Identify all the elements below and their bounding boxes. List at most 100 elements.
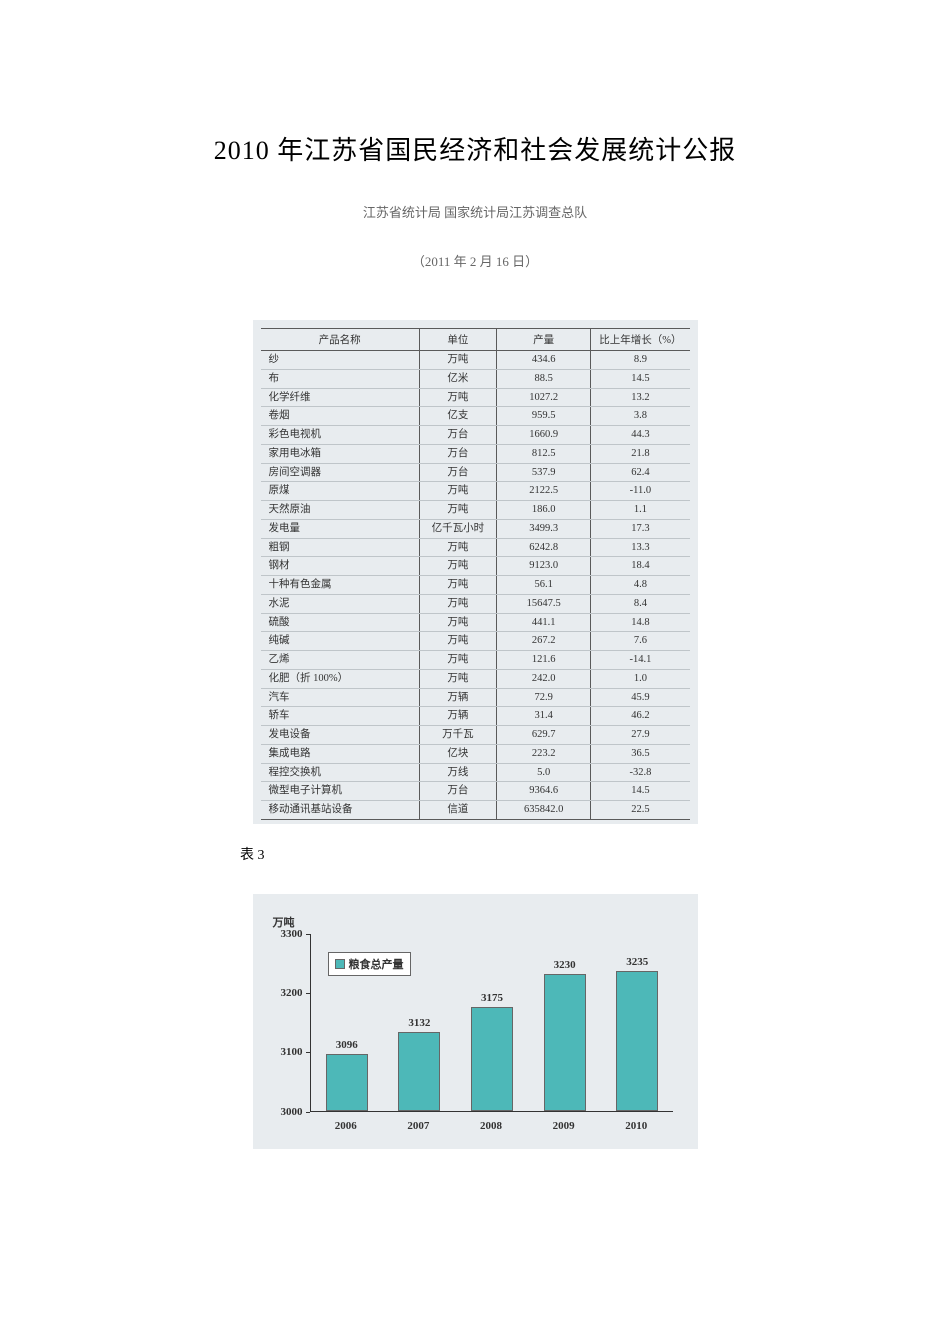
- legend-label: 粮食总产量: [349, 956, 404, 972]
- table-cell: 亿千瓦小时: [419, 519, 496, 538]
- table-cell: 21.8: [591, 444, 690, 463]
- table-caption: 表 3: [240, 844, 750, 864]
- table-row: 布亿米88.514.5: [261, 369, 690, 388]
- table-row: 家用电冰箱万台812.521.8: [261, 444, 690, 463]
- table-cell: -11.0: [591, 482, 690, 501]
- table-cell: 亿支: [419, 407, 496, 426]
- table-row: 纯碱万吨267.27.6: [261, 632, 690, 651]
- table-cell: 轿车: [261, 707, 420, 726]
- table-cell: 化学纤维: [261, 388, 420, 407]
- table-cell: 8.4: [591, 594, 690, 613]
- table-cell: 45.9: [591, 688, 690, 707]
- table-cell: 乙烯: [261, 651, 420, 670]
- table-cell: 钢材: [261, 557, 420, 576]
- table-cell: 635842.0: [496, 801, 590, 820]
- table-cell: 1660.9: [496, 426, 590, 445]
- table-cell: 微型电子计算机: [261, 782, 420, 801]
- table-cell: 家用电冰箱: [261, 444, 420, 463]
- y-tick-mark: [306, 1112, 310, 1113]
- table-cell: 15647.5: [496, 594, 590, 613]
- x-tick: 2006: [335, 1120, 357, 1132]
- table-cell: 8.9: [591, 351, 690, 370]
- table-cell: 1027.2: [496, 388, 590, 407]
- table-cell: 56.1: [496, 576, 590, 595]
- table-cell: 万千瓦: [419, 726, 496, 745]
- table-cell: 粗钢: [261, 538, 420, 557]
- table-cell: 万吨: [419, 501, 496, 520]
- table-cell: 万吨: [419, 576, 496, 595]
- table-cell: 万台: [419, 444, 496, 463]
- table-cell: 万吨: [419, 613, 496, 632]
- table-row: 水泥万吨15647.58.4: [261, 594, 690, 613]
- chart-bar: 3175: [471, 1007, 513, 1111]
- table-cell: 万吨: [419, 351, 496, 370]
- table-row: 汽车万辆72.945.9: [261, 688, 690, 707]
- table-cell: 13.3: [591, 538, 690, 557]
- table-row: 彩色电视机万台1660.944.3: [261, 426, 690, 445]
- table-row: 十种有色金属万吨56.14.8: [261, 576, 690, 595]
- table-cell: 纱: [261, 351, 420, 370]
- table-cell: 万吨: [419, 632, 496, 651]
- table-cell: 万线: [419, 763, 496, 782]
- data-table-wrap: 产品名称 单位 产量 比上年增长（%） 纱万吨434.68.9布亿米88.514…: [253, 320, 698, 824]
- table-cell: 移动通讯基站设备: [261, 801, 420, 820]
- table-cell: 1.0: [591, 669, 690, 688]
- table-row: 硫酸万吨441.114.8: [261, 613, 690, 632]
- table-cell: 卷烟: [261, 407, 420, 426]
- table-row: 天然原油万吨186.01.1: [261, 501, 690, 520]
- table-row: 卷烟亿支959.53.8: [261, 407, 690, 426]
- table-cell: 程控交换机: [261, 763, 420, 782]
- table-cell: 布: [261, 369, 420, 388]
- table-cell: 6242.8: [496, 538, 590, 557]
- table-cell: 18.4: [591, 557, 690, 576]
- table-cell: 万吨: [419, 482, 496, 501]
- table-cell: 13.2: [591, 388, 690, 407]
- table-row: 化学纤维万吨1027.213.2: [261, 388, 690, 407]
- table-row: 发电设备万千瓦629.727.9: [261, 726, 690, 745]
- table-cell: 267.2: [496, 632, 590, 651]
- legend-swatch: [335, 959, 345, 969]
- bar-value: 3230: [554, 959, 576, 971]
- col-product: 产品名称: [261, 329, 420, 351]
- x-tick: 2007: [407, 1120, 429, 1132]
- date: （2011 年 2 月 16 日）: [200, 251, 750, 270]
- table-cell: 房间空调器: [261, 463, 420, 482]
- table-cell: 441.1: [496, 613, 590, 632]
- table-row: 移动通讯基站设备信道635842.022.5: [261, 801, 690, 820]
- table-row: 程控交换机万线5.0-32.8: [261, 763, 690, 782]
- table-cell: 亿米: [419, 369, 496, 388]
- table-cell: 62.4: [591, 463, 690, 482]
- y-tick: 3200: [268, 987, 303, 999]
- table-cell: 46.2: [591, 707, 690, 726]
- bar-value: 3235: [626, 956, 648, 968]
- table-cell: 72.9: [496, 688, 590, 707]
- table-cell: 化肥（折 100%）: [261, 669, 420, 688]
- bar-value: 3096: [336, 1039, 358, 1051]
- chart-bar: 3096: [326, 1054, 368, 1111]
- table-cell: 亿块: [419, 744, 496, 763]
- table-cell: 44.3: [591, 426, 690, 445]
- table-cell: 223.2: [496, 744, 590, 763]
- table-row: 微型电子计算机万台9364.614.5: [261, 782, 690, 801]
- table-header-row: 产品名称 单位 产量 比上年增长（%）: [261, 329, 690, 351]
- table-cell: 集成电路: [261, 744, 420, 763]
- table-cell: 2122.5: [496, 482, 590, 501]
- table-cell: 万吨: [419, 538, 496, 557]
- data-table: 产品名称 单位 产量 比上年增长（%） 纱万吨434.68.9布亿米88.514…: [261, 328, 690, 820]
- table-cell: 7.6: [591, 632, 690, 651]
- table-row: 乙烯万吨121.6-14.1: [261, 651, 690, 670]
- table-cell: 天然原油: [261, 501, 420, 520]
- table-row: 房间空调器万台537.962.4: [261, 463, 690, 482]
- table-cell: 14.5: [591, 369, 690, 388]
- y-tick: 3100: [268, 1046, 303, 1058]
- y-tick: 3000: [268, 1106, 303, 1118]
- chart-bar: 3230: [544, 974, 586, 1110]
- table-cell: 88.5: [496, 369, 590, 388]
- table-row: 发电量亿千瓦小时3499.317.3: [261, 519, 690, 538]
- table-cell: 水泥: [261, 594, 420, 613]
- table-cell: 434.6: [496, 351, 590, 370]
- table-cell: 3.8: [591, 407, 690, 426]
- col-output: 产量: [496, 329, 590, 351]
- table-cell: 121.6: [496, 651, 590, 670]
- table-cell: 9123.0: [496, 557, 590, 576]
